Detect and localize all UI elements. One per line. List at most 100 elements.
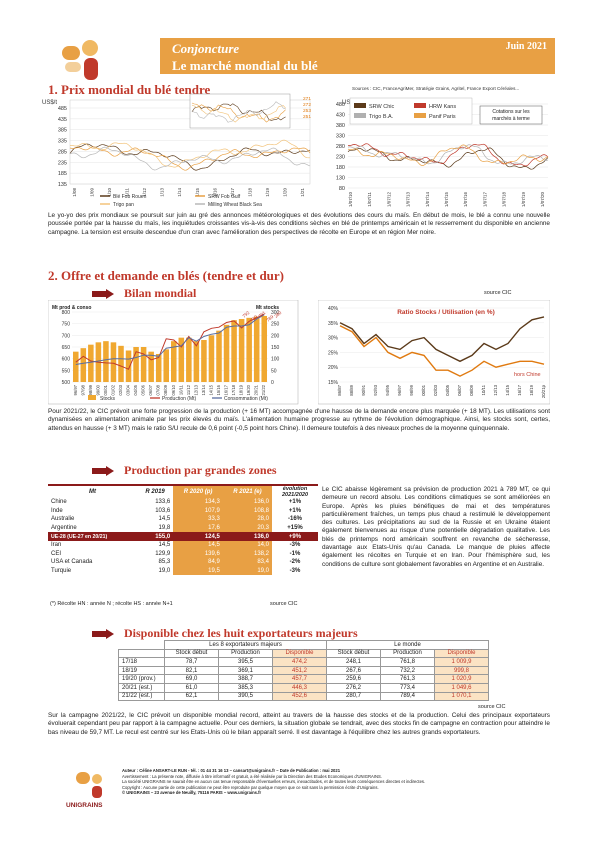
table-cell: 134,3: [173, 498, 223, 507]
legend-label: Trigo B.A.: [369, 114, 394, 120]
header-date: Juin 2021: [505, 41, 547, 52]
header-banner: Conjoncture Le marché mondial du blé Jui…: [160, 38, 555, 74]
annotation: 789: [249, 314, 258, 323]
table-row: 20/21 (est.) 61,0 385,3 446,3 276,2 773,4 1 04…: [118, 682, 489, 693]
table-row: Iran 14,5 14,5 14,0 -3%: [48, 540, 318, 550]
x-tick: 08/09: [469, 384, 474, 395]
x-tick: 20/21p: [541, 384, 546, 398]
inset-value: 272: [303, 102, 311, 108]
table-row: Australie 14,5 33,3 28,0 -16%: [48, 515, 318, 524]
y2-tick: 0: [271, 380, 274, 386]
table-cell: 474,2: [272, 657, 327, 667]
bilan-title: Bilan mondial: [124, 286, 197, 300]
y-tick: 135: [58, 182, 67, 188]
table-cell: 761,3: [380, 674, 435, 684]
y-tick: 335: [58, 139, 67, 145]
table-cell: -2%: [289, 559, 301, 566]
table-cell: 138,2: [222, 549, 272, 559]
y-tick: 380: [336, 123, 345, 129]
footer-copyright: Copyright : Aucune partie de cette publi…: [122, 784, 379, 790]
price-line-0: [347, 147, 549, 170]
y-tick: 230: [336, 155, 345, 161]
y2-tick: 100: [271, 357, 280, 363]
legend-label: Blé Fob Rouen: [113, 194, 147, 200]
x-tick: 1/09: [90, 188, 95, 197]
footer-warning: Avertissement : La présente note, diffus…: [122, 773, 382, 779]
annotation: 280: [273, 310, 282, 319]
bar-stocks: [155, 354, 162, 382]
y-tick: 500: [62, 380, 71, 386]
table-cell: 84,9: [173, 558, 223, 567]
table-cell: 14,5: [173, 540, 223, 550]
table-cell: 19,5: [173, 566, 223, 576]
table-row: 18/19 82,1 369,1 451,2 267,6 732,2 999,8: [118, 665, 489, 676]
legend-label: Milling Wheat Black Sea: [208, 202, 262, 208]
x-tick: 1/21: [300, 188, 305, 197]
y-tick: 330: [336, 134, 345, 140]
table-cell: 388,7: [218, 674, 273, 684]
x-tick: 04/05: [133, 384, 138, 395]
price-line-0: [69, 143, 311, 171]
table-cell: 17,6: [173, 523, 223, 533]
table-cell: 276,2: [326, 682, 381, 693]
inset-line-3: [191, 101, 286, 123]
table-cell: Australie: [51, 516, 75, 523]
table-cell: 103,6: [155, 507, 171, 514]
disponible-title: Disponible chez les huit exportateurs ma…: [124, 626, 358, 640]
bar-stocks: [118, 345, 124, 382]
section2-title: 2. Offre et demande en blés (tendre et d…: [48, 268, 285, 283]
table-cell: Turquie: [51, 568, 72, 575]
x-tick: 1/07/16: [463, 192, 468, 208]
table-cell: Iran: [51, 542, 62, 549]
y-tick: 280: [336, 144, 345, 150]
x-tick: 21/22: [261, 384, 266, 395]
table-cell: 61,0: [164, 682, 219, 693]
y2-tick: 200: [271, 333, 280, 339]
y-unit: US$/t: [342, 100, 357, 106]
y-tick: 550: [62, 368, 71, 374]
x-tick: 86/87: [337, 384, 342, 395]
table-cell: 248,1: [326, 657, 381, 667]
x-tick: 16/17: [517, 384, 522, 395]
bar-stocks: [246, 317, 252, 382]
disponible-table: Les 8 exportateurs majeurs Le monde Stock …: [118, 640, 489, 702]
x-tick: 1/07/13: [406, 192, 411, 208]
table-cell: 395,5: [218, 657, 273, 667]
bar-stocks: [253, 316, 260, 382]
table-cell: 446,3: [272, 682, 327, 693]
header-title: Conjoncture: [172, 41, 240, 56]
bar-stocks: [163, 349, 169, 382]
y-tick: 485: [58, 106, 67, 112]
bar-stocks: [208, 335, 215, 382]
table-cell: +1%: [288, 507, 302, 514]
footer-logo: UNIGRAINS: [66, 772, 112, 812]
x-tick: 1/07/10: [348, 192, 353, 208]
table-header-row: Mt R 2019 R 2020 (p) R 2021 (e) évolution 20…: [48, 486, 318, 498]
table-cell: 385,3: [218, 682, 273, 693]
table-cell: -3%: [289, 568, 301, 575]
column-header: Stock début: [326, 648, 381, 659]
header-subtitle: Le marché mondial du blé: [172, 58, 318, 73]
table-cell: 21/22 (est.): [118, 691, 165, 702]
legend-swatch: [414, 113, 426, 118]
x-tick: 1/07/18: [502, 192, 507, 208]
legend-label: HRW Kans: [429, 104, 456, 110]
table-cell: +15%: [287, 524, 303, 531]
group-header-row: Les 8 exportateurs majeurs Le monde: [119, 640, 489, 650]
y-tick: 750: [62, 322, 71, 328]
column-header: R 2021 (e): [222, 486, 272, 498]
section1-title: 1. Prix mondial du blé tendre: [48, 82, 211, 97]
price-line-1: [69, 146, 311, 171]
table-row: 17/18 78,7 395,5 474,2 248,1 761,8 1 009,9: [118, 657, 489, 667]
y-tick: 385: [58, 128, 67, 134]
table-cell: 19,0: [158, 568, 171, 575]
price-line-1: [347, 143, 549, 167]
x-tick: 97/98: [80, 384, 85, 395]
table-row: Turquie 19,0 19,5 19,0 -3%: [48, 566, 318, 576]
x-tick: 1/15: [195, 188, 200, 197]
x-tick: 15/16: [216, 384, 221, 395]
note-box: [479, 105, 543, 125]
x-tick: 1/07/11: [367, 192, 372, 207]
group-header: Les 8 exportateurs majeurs: [164, 640, 327, 650]
